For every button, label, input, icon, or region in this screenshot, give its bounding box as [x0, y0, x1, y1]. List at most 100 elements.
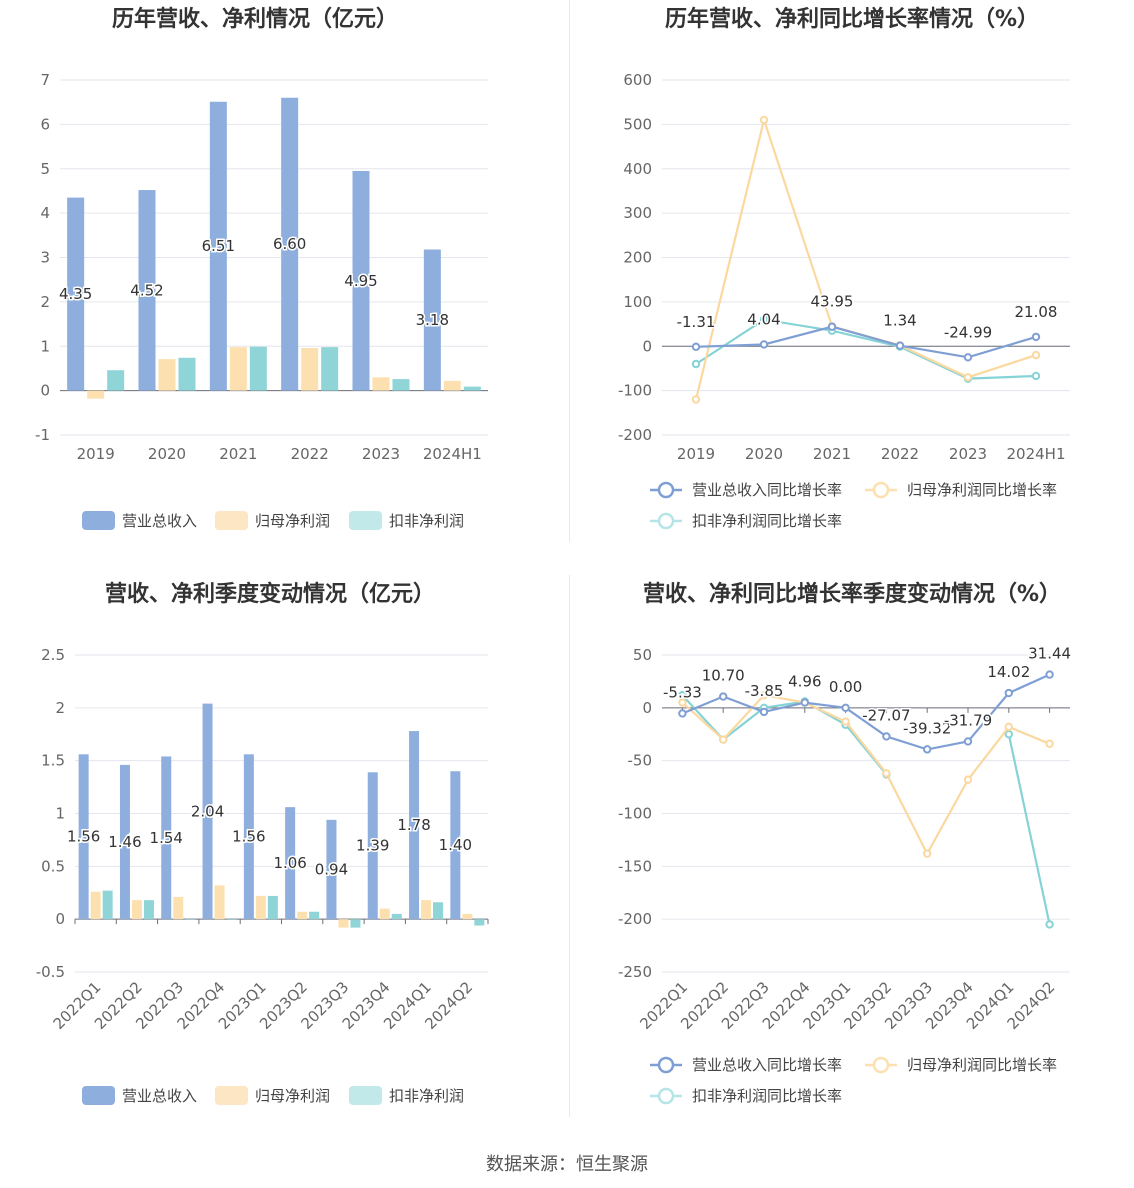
legend-label: 扣非净利润同比增长率	[692, 512, 842, 530]
data-point	[923, 745, 932, 754]
bar-revenue	[119, 764, 130, 920]
y-tick-label: 50	[633, 646, 652, 664]
bar-deducted-profit	[102, 890, 113, 920]
legend-swatch	[349, 1086, 382, 1105]
series-line-revenue-growth	[695, 325, 1037, 359]
y-tick-label: -0.5	[36, 963, 65, 981]
bar-net-profit	[462, 913, 473, 920]
bar-net-profit	[338, 919, 349, 928]
data-point	[759, 690, 769, 700]
legend-label: 扣非净利润	[389, 512, 464, 530]
y-tick-label: 0	[642, 337, 652, 355]
y-tick-label: 200	[623, 249, 652, 267]
data-point	[1045, 739, 1054, 748]
data-point	[759, 115, 769, 125]
bar-deducted-profit	[107, 370, 125, 391]
bar-deducted-profit	[249, 346, 267, 391]
chart-panel-quarterly-revenue: 营收、净利季度变动情况（亿元） -0.5 0 0.5 1 1.5 2 2.5 2022Q1 202…	[0, 575, 567, 1150]
data-point	[841, 703, 850, 713]
x-tick-label: 2024H1	[423, 445, 482, 463]
data-label: 4.35	[59, 285, 92, 303]
bar-revenue	[281, 97, 299, 391]
data-label: -1.31	[677, 313, 716, 331]
bar-deducted-profit	[226, 919, 237, 920]
data-label: 4.95	[344, 272, 377, 290]
data-label: 1.46	[108, 833, 141, 851]
chart-title: 历年营收、净利情况（亿元）	[112, 6, 398, 32]
data-label: 6.51	[202, 237, 235, 255]
y-tick-label: 0.5	[41, 857, 65, 875]
data-point	[841, 717, 850, 726]
quarterly-growth-rate-chart: 营收、净利同比增长率季度变动情况（%） -250 -200 -150 -100 -50 0 5…	[618, 581, 1073, 1105]
data-label: 4.52	[130, 281, 163, 299]
chart-title: 营收、净利季度变动情况（亿元）	[105, 581, 435, 607]
legend-label: 归母净利润同比增长率	[907, 1056, 1057, 1074]
y-tick-label: 1.5	[41, 752, 65, 770]
series-line-net-profit-growth	[681, 694, 1051, 857]
data-label: 4.04	[747, 310, 780, 328]
x-tick-label: 2024H1	[1007, 445, 1066, 463]
data-label: 1.34	[883, 312, 916, 330]
data-point	[759, 340, 769, 349]
series-line-net-profit-growth	[694, 115, 1037, 400]
bar-net-profit	[173, 896, 184, 920]
bar-deducted-profit	[321, 347, 339, 391]
chart-panel-annual-growth: 历年营收、净利同比增长率情况（%） -200 -100 0 100 200 300 400 50…	[567, 0, 1134, 575]
x-tick-label: 2021	[813, 445, 851, 463]
legend-swatch	[349, 511, 382, 530]
y-tick-label: 2	[40, 293, 50, 311]
bar-deducted-profit	[178, 357, 196, 391]
legend-marker	[872, 1056, 890, 1074]
data-point	[691, 342, 701, 352]
bar-revenue	[367, 772, 378, 920]
data-label: 10.70	[702, 667, 745, 685]
y-tick-label: -100	[618, 382, 652, 400]
bar-net-profit	[214, 885, 225, 920]
legend-marker	[657, 481, 675, 499]
data-point	[963, 373, 973, 382]
y-tick-label: 0	[642, 699, 652, 717]
x-tick-label: 2023	[362, 445, 400, 463]
legend-marker	[657, 1087, 675, 1105]
legend-label: 营业总收入同比增长率	[692, 481, 842, 499]
x-tick-label: 2020	[148, 445, 186, 463]
y-tick-label: 4	[40, 204, 50, 222]
bar-revenue	[285, 807, 296, 920]
data-label: -5.33	[663, 683, 702, 701]
bar-deducted-profit	[350, 919, 361, 928]
y-tick-label: -1	[35, 426, 50, 444]
bar-deducted-profit	[392, 379, 410, 391]
bar-revenue	[202, 703, 213, 920]
data-point	[923, 849, 932, 858]
data-point	[678, 709, 687, 718]
quarterly-revenue-profit-chart: 营收、净利季度变动情况（亿元）-0.500.511.522.52022Q1202…	[36, 581, 489, 1105]
data-point	[1004, 722, 1013, 732]
data-label: 1.56	[232, 828, 265, 846]
y-tick-label: 600	[623, 71, 652, 89]
data-label: 2.04	[191, 802, 224, 820]
data-label: 0.00	[829, 678, 862, 696]
data-label: -31.79	[944, 711, 992, 729]
y-tick-label: -200	[618, 426, 652, 444]
x-tick-label: 2019	[677, 445, 715, 463]
bar-revenue	[352, 170, 370, 391]
bar-net-profit	[372, 377, 390, 391]
legend-label: 营业总收入同比增长率	[692, 1056, 842, 1074]
data-label: 4.96	[788, 673, 821, 691]
data-label: 3.18	[416, 311, 449, 329]
x-tick-label: 2020	[745, 445, 783, 463]
data-point	[1031, 350, 1041, 360]
data-label: 14.02	[987, 663, 1030, 681]
bar-net-profit	[379, 908, 390, 920]
legend-label: 营业总收入	[122, 1087, 197, 1105]
data-label: -3.85	[745, 682, 784, 700]
y-tick-label: 100	[623, 293, 652, 311]
legend-marker	[872, 481, 890, 499]
x-tick-label: 2019	[77, 445, 115, 463]
bar-deducted-profit	[474, 919, 485, 926]
legend-marker	[657, 512, 675, 530]
bar-revenue	[161, 756, 172, 920]
chart-panel-annual-revenue: 历年营收、净利情况（亿元） -1 0 1 2 3 4 5 6 7 2019 2020 2021 2022 2…	[0, 0, 567, 575]
y-tick-label: 3	[40, 249, 50, 267]
data-label: 1.78	[397, 816, 430, 834]
